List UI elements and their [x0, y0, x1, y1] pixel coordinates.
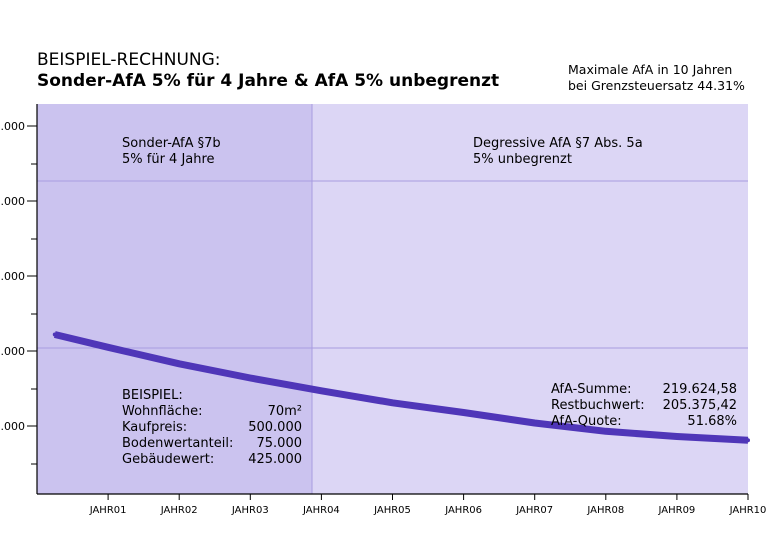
data-point	[52, 332, 57, 337]
y-tick-label: .000	[1, 120, 26, 133]
example-label: Bodenwertanteil:	[122, 436, 233, 451]
region-left-label1: Sonder-AfA §7b	[122, 136, 221, 151]
region-degressive-afa	[312, 104, 748, 494]
x-tick-label: JAHR04	[302, 505, 340, 516]
example-heading: BEISPIEL:	[122, 388, 183, 403]
region-right-label1: Degressive AfA §7 Abs. 5a	[473, 136, 643, 151]
note-line2: bei Grenzsteuersatz 44.31%	[568, 78, 745, 93]
y-tick-label: .000	[1, 420, 26, 433]
y-tick-label: .000	[1, 195, 26, 208]
chart-title-line2: Sonder-AfA 5% für 4 Jahre & AfA 5% unbeg…	[37, 71, 500, 91]
data-point	[674, 434, 679, 439]
example-value: 70m²	[268, 404, 302, 419]
summary-value: 205.375,42	[663, 398, 737, 413]
data-point	[177, 361, 182, 366]
note-line1: Maximale AfA in 10 Jahren	[568, 62, 733, 77]
chart-title-line1: BEISPIEL-RECHNUNG:	[37, 50, 221, 70]
data-point	[390, 400, 395, 405]
example-value: 75.000	[257, 436, 303, 451]
example-value: 500.000	[248, 420, 302, 435]
summary-label: Restbuchwert:	[551, 398, 645, 413]
data-point	[319, 388, 324, 393]
data-point	[532, 421, 537, 425]
x-tick-label: JAHR07	[515, 505, 553, 516]
y-tick-label: .000	[1, 345, 26, 358]
data-point	[248, 376, 253, 380]
x-tick-label: JAHR08	[586, 505, 624, 516]
x-tick-label: JAHR03	[231, 505, 269, 516]
example-value: 425.000	[248, 452, 302, 467]
summary-value: 51.68%	[687, 414, 737, 429]
x-tick-label: JAHR02	[160, 505, 198, 516]
summary-value: 219.624,58	[663, 382, 737, 397]
region-left-label2: 5% für 4 Jahre	[122, 152, 215, 167]
summary-label: AfA-Quote:	[551, 414, 622, 429]
example-label: Wohnfläche:	[122, 404, 202, 419]
example-label: Kaufpreis:	[122, 420, 187, 435]
x-tick-label: JAHR06	[444, 505, 482, 516]
example-label: Gebäudewert:	[122, 452, 214, 467]
x-tick-label: JAHR10	[729, 505, 767, 516]
x-tick-label: JAHR01	[89, 505, 127, 516]
example-box: BEISPIEL: Wohnfläche: 70m² Kaufpreis: 50…	[122, 388, 302, 467]
data-point	[461, 410, 466, 415]
data-point	[106, 345, 111, 350]
x-tick-label: JAHR05	[373, 505, 411, 516]
region-right-label2: 5% unbegrenzt	[473, 152, 572, 167]
x-tick-label: JAHR09	[657, 505, 695, 516]
summary-box: AfA-Summe: 219.624,58 Restbuchwert: 205.…	[551, 382, 737, 429]
summary-label: AfA-Summe:	[551, 382, 632, 397]
data-point	[746, 438, 750, 443]
y-tick-label: .000	[1, 270, 26, 283]
data-point	[603, 429, 608, 434]
region-sonder-afa	[37, 104, 312, 494]
